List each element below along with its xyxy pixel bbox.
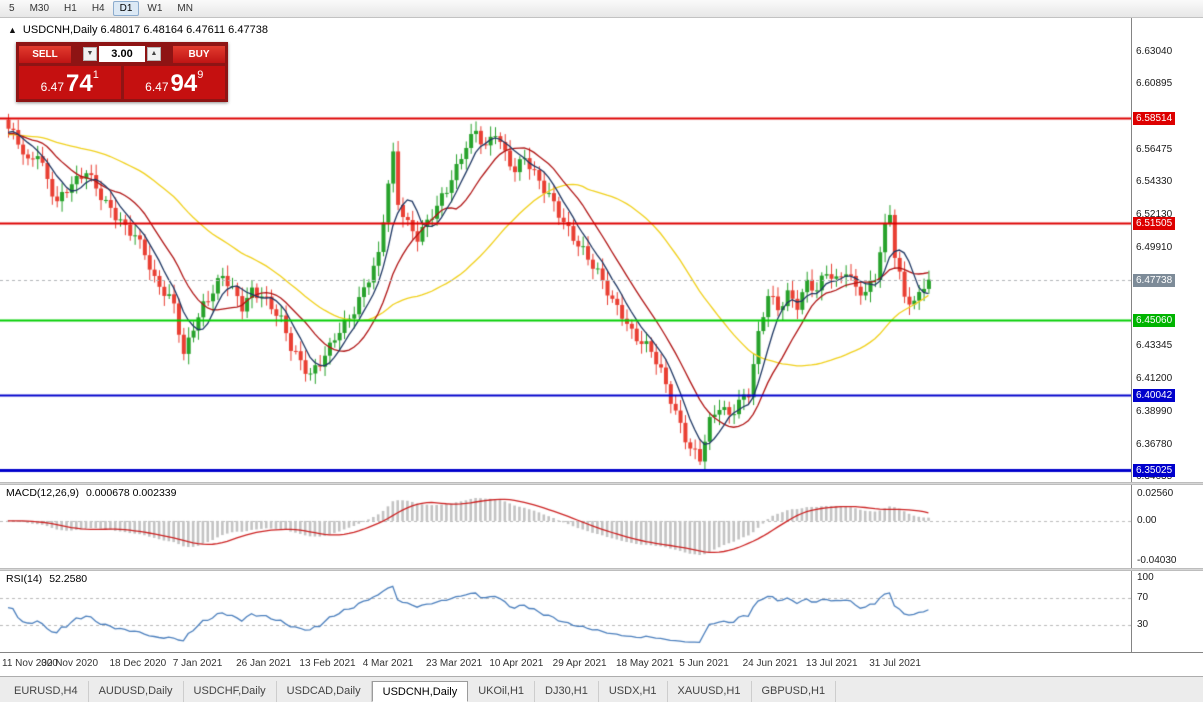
tab-ukoil-h1[interactable]: UKOil,H1 [468,681,536,702]
date-label: 13 Jul 2021 [805,658,858,669]
timeframe-mn[interactable]: MN [177,3,193,14]
date-label: 26 Jan 2021 [236,658,292,669]
one-click-panel-toggle-icon[interactable]: ▲ [8,25,17,35]
price-tick: 6.56475 [1136,143,1173,155]
macd-canvas[interactable] [0,485,1131,568]
volume-decrease-button[interactable]: ▼ [83,47,97,61]
date-label: 10 Apr 2021 [489,658,544,669]
buy-price-pip: 9 [197,69,204,81]
tab-dj30-h1[interactable]: DJ30,H1 [535,681,599,702]
volume-increase-button[interactable]: ▲ [147,47,161,61]
date-label: 24 Jun 2021 [742,658,798,669]
timeframe-d1[interactable]: D1 [112,1,140,16]
rsi-canvas[interactable] [0,571,1131,652]
chart-title: ▲ USDCNH,Daily 6.48017 6.48164 6.47611 6… [8,24,268,36]
buy-price-main: 94 [170,70,198,97]
timeframe-h1[interactable]: H1 [64,3,77,14]
date-label: 4 Mar 2021 [362,658,414,669]
buy-button[interactable]: BUY [173,45,225,63]
sell-price-prefix: 6.47 [40,80,65,94]
rsi-axis: 100 70 30 [1132,571,1203,652]
buy-price-button[interactable]: 6.47 94 9 [123,66,225,99]
tab-usdcnh-daily[interactable]: USDCNH,Daily [371,681,469,702]
current-price-badge: 6.47738 [1133,273,1176,287]
buy-price-prefix: 6.47 [145,80,169,94]
date-label: 30 Nov 2020 [41,658,99,669]
rsi-label: RSI(14) 52.2580 [6,573,87,585]
timeframe-w1[interactable]: W1 [147,3,163,14]
macd-axis: 0.02560 0.00 -0.04030 [1132,485,1203,568]
rsi-panel: RSI(14) 52.2580 100 70 30 [0,571,1203,652]
tab-gbpusd-h1[interactable]: GBPUSD,H1 [752,681,837,702]
date-label: 23 Mar 2021 [426,658,483,669]
price-axis[interactable]: 6.63040 6.60895 6.56475 6.54330 6.52130 6.499… [1132,18,1203,482]
price-tick: 6.36780 [1136,438,1173,450]
macd-name: MACD(12,26,9) [6,487,79,499]
timeframe-m30[interactable]: M30 [29,3,50,14]
axis-divider [1131,18,1132,482]
price-tick: 6.49910 [1136,242,1173,254]
tab-usdx-h1[interactable]: USDX,H1 [599,681,668,702]
price-tick: 6.63040 [1136,45,1173,57]
time-axis[interactable]: 11 Nov 2020 30 Nov 2020 18 Dec 2020 7 Jan 2… [0,652,1203,676]
sell-button[interactable]: SELL [19,45,71,63]
rsi-name: RSI(14) [6,573,43,585]
rsi-axis-label: 30 [1137,619,1149,631]
tab-xauusd-h1[interactable]: XAUUSD,H1 [668,681,752,702]
price-level-badge: 6.45060 [1133,313,1176,327]
price-level-badge: 6.35025 [1133,463,1176,477]
timeframe-toolbar: 5 M30 H1 H4 D1 W1 MN [0,0,1203,18]
tab-eurusd-h4[interactable]: EURUSD,H4 [4,681,89,702]
sell-price-pip: 1 [92,69,99,81]
price-tick: 6.54330 [1136,175,1173,187]
date-label: 29 Apr 2021 [552,658,607,669]
panel-splitter[interactable] [0,482,1203,485]
price-tick: 6.43345 [1136,340,1173,352]
date-label: 11 Nov 2020 [2,658,58,669]
sell-price-main: 74 [66,70,93,97]
axis-divider [1131,571,1132,652]
price-tick: 6.60895 [1136,77,1173,89]
axis-divider [1131,485,1132,568]
tab-usdchf-daily[interactable]: USDCHF,Daily [184,681,277,702]
macd-panel: MACD(12,26,9) 0.000678 0.002339 0.02560 0.… [0,485,1203,568]
price-level-badge: 6.51505 [1133,217,1176,231]
price-level-badge: 6.40042 [1133,388,1176,402]
macd-axis-label: -0.04030 [1137,555,1177,566]
rsi-axis-label: 100 [1137,572,1154,583]
tab-usdcad-daily[interactable]: USDCAD,Daily [277,681,372,702]
date-label: 18 Dec 2020 [109,658,167,669]
timeframe-h4[interactable]: H4 [91,3,105,14]
rsi-axis-label: 70 [1137,591,1149,603]
price-chart-panel: ▲ USDCNH,Daily 6.48017 6.48164 6.47611 6… [0,18,1203,482]
date-label: 18 May 2021 [615,658,674,669]
macd-values: 0.000678 0.002339 [85,487,177,499]
chart-tab-bar: EURUSD,H4 AUDUSD,Daily USDCHF,Daily USDCAD,… [0,676,1203,702]
date-label: 31 Jul 2021 [869,658,921,669]
tab-audusd-daily[interactable]: AUDUSD,Daily [89,681,184,702]
price-level-badge: 6.58514 [1133,112,1176,126]
macd-axis-label: 0.02560 [1137,488,1174,499]
sell-price-button[interactable]: 6.47 74 1 [19,66,121,99]
volume-input[interactable]: 3.00 [99,46,145,62]
price-tick: 6.38990 [1136,405,1173,417]
one-click-trading-panel: SELL ▼ 3.00 ▲ BUY 6.47 74 1 6.47 94 9 [16,42,228,102]
date-label: 5 Jun 2021 [679,658,729,669]
price-tick: 6.52130 [1136,208,1173,220]
timeframe-5[interactable]: 5 [9,3,15,14]
date-label: 7 Jan 2021 [172,658,223,669]
macd-axis-label: 0.00 [1137,514,1157,526]
price-tick: 6.41200 [1136,372,1173,384]
symbol-ohlc-label: USDCNH,Daily 6.48017 6.48164 6.47611 6.4… [22,24,268,36]
date-label: 13 Feb 2021 [299,658,356,669]
rsi-value: 52.2580 [49,573,88,585]
panel-splitter[interactable] [0,568,1203,571]
macd-label: MACD(12,26,9) 0.000678 0.002339 [6,487,176,499]
